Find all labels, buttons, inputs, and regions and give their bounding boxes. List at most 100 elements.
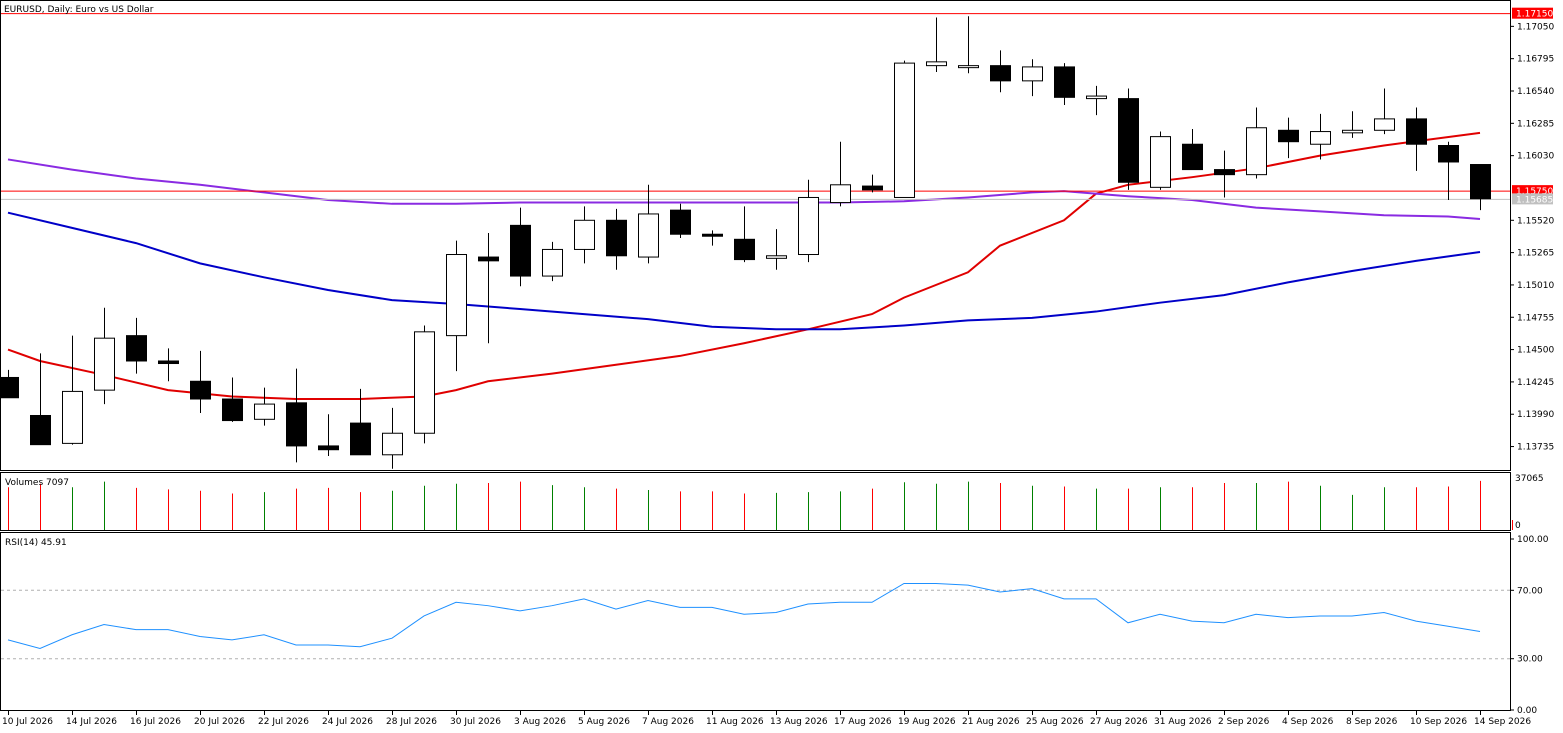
rsi-tick-label: 0.00 (1517, 706, 1537, 716)
candle-body (1342, 129, 1363, 134)
candle (382, 407, 403, 469)
candle (1406, 107, 1427, 171)
candle (0, 369, 19, 399)
candle-body (1406, 118, 1427, 145)
candle-body (1310, 131, 1331, 145)
candle-body (766, 255, 787, 259)
high-price-tag-bg (1512, 7, 1553, 19)
price-tick-label: 1.17050 (1517, 22, 1554, 32)
volume-bars (8, 480, 1513, 530)
candle (1150, 131, 1171, 190)
price-axis: 1.17050 1.16795 1.16540 1.16285 1.16030 1.155… (1510, 22, 1554, 716)
time-tick-label: 21 Aug 2026 (962, 717, 1020, 727)
candle-body (446, 254, 467, 337)
rsi-polyline (7, 582, 1481, 649)
candle-body (1246, 127, 1267, 176)
time-tick-label: 13 Aug 2026 (770, 717, 828, 727)
candle (62, 335, 83, 445)
time-tick-label: 27 Aug 2026 (1090, 717, 1148, 727)
candle-body (126, 335, 147, 362)
price-tick-label: 1.13735 (1517, 443, 1554, 453)
price-tick-label: 1.14500 (1517, 346, 1554, 356)
time-tick-label: 5 Aug 2026 (578, 717, 630, 727)
candle (1182, 129, 1203, 171)
time-axis: 10 Jul 2026 14 Jul 2026 16 Jul 2026 20 Jul … (2, 711, 1531, 727)
candle-body (862, 185, 883, 191)
time-tick-label: 4 Sep 2026 (1282, 717, 1334, 727)
candle-body (1214, 169, 1235, 176)
bid-price-tag-bg (1512, 193, 1553, 205)
candle (1022, 59, 1043, 97)
candle-body (286, 402, 307, 447)
candle (670, 203, 691, 239)
price-tick-label: 1.15265 (1517, 249, 1554, 259)
candle (1342, 111, 1363, 138)
time-tick-label: 16 Jul 2026 (130, 717, 181, 727)
candle-body (190, 380, 211, 400)
candle (318, 414, 339, 457)
rsi-label: RSI(14) 45.91 (5, 538, 67, 548)
rsi-tick-label: 30.00 (1517, 655, 1543, 665)
candle (766, 229, 787, 270)
candle (350, 388, 371, 456)
price-tick-label: 1.16285 (1517, 119, 1554, 129)
current-price-tag-bg (1512, 185, 1553, 197)
time-tick-label: 25 Aug 2026 (1026, 717, 1084, 727)
candle-body (62, 390, 83, 444)
bid-price-tag-text: 1.15685 (1516, 195, 1553, 205)
candle-body (94, 337, 115, 391)
time-tick-label: 10 Jul 2026 (2, 717, 53, 727)
candle (606, 208, 627, 270)
candle-body (1470, 164, 1491, 200)
candle (126, 317, 147, 374)
candle (542, 241, 563, 282)
price-tick-label: 1.16795 (1517, 55, 1554, 65)
time-tick-label: 11 Aug 2026 (706, 717, 764, 727)
bid-price-tag: 1.15685 (1512, 193, 1553, 205)
price-tick-label: 1.15520 (1517, 216, 1554, 226)
candle-body (318, 445, 339, 451)
price-lines (1, 13, 1510, 200)
candle-body (894, 62, 915, 198)
candle-body (30, 414, 51, 446)
volume-tick-label: 37065 (1515, 474, 1544, 484)
candle (1054, 63, 1075, 105)
time-tick-label: 14 Sep 2026 (1474, 717, 1531, 727)
candle (286, 368, 307, 463)
price-tick-label: 1.13990 (1517, 410, 1554, 420)
sma_slow-line (7, 211, 1481, 331)
candle-body (990, 65, 1011, 82)
candle-body (1438, 145, 1459, 163)
candle (1118, 88, 1139, 190)
price-tick-label: 1.16030 (1517, 152, 1554, 162)
current-price-tag-text: 1.15750 (1516, 187, 1553, 197)
candle (222, 377, 243, 422)
rsi-panel-frame (0, 532, 1511, 711)
candle (446, 240, 467, 372)
candle-body (926, 61, 947, 67)
candle (1310, 113, 1331, 160)
candle-body (798, 196, 819, 256)
candle-body (734, 238, 755, 261)
price-tick-label: 1.15010 (1517, 281, 1554, 291)
high-price-tag: 1.17150 (1512, 7, 1553, 20)
candle (638, 184, 659, 264)
candle-body (542, 248, 563, 277)
candle-body (478, 256, 499, 262)
candle (478, 232, 499, 344)
time-tick-label: 10 Sep 2026 (1410, 717, 1467, 727)
candle-body (1022, 66, 1043, 82)
candle-body (510, 224, 531, 277)
volume-tick-label: 0 (1515, 521, 1521, 531)
price-tick-label: 1.14245 (1517, 378, 1554, 388)
current-price-tag: 1.15750 (1512, 185, 1553, 197)
candle (1086, 85, 1107, 116)
price-tick-label: 1.16540 (1517, 87, 1554, 97)
candle (574, 206, 595, 264)
candle-body (702, 233, 723, 237)
candle (1214, 150, 1235, 198)
candle (798, 179, 819, 263)
candle-body (1374, 118, 1395, 131)
